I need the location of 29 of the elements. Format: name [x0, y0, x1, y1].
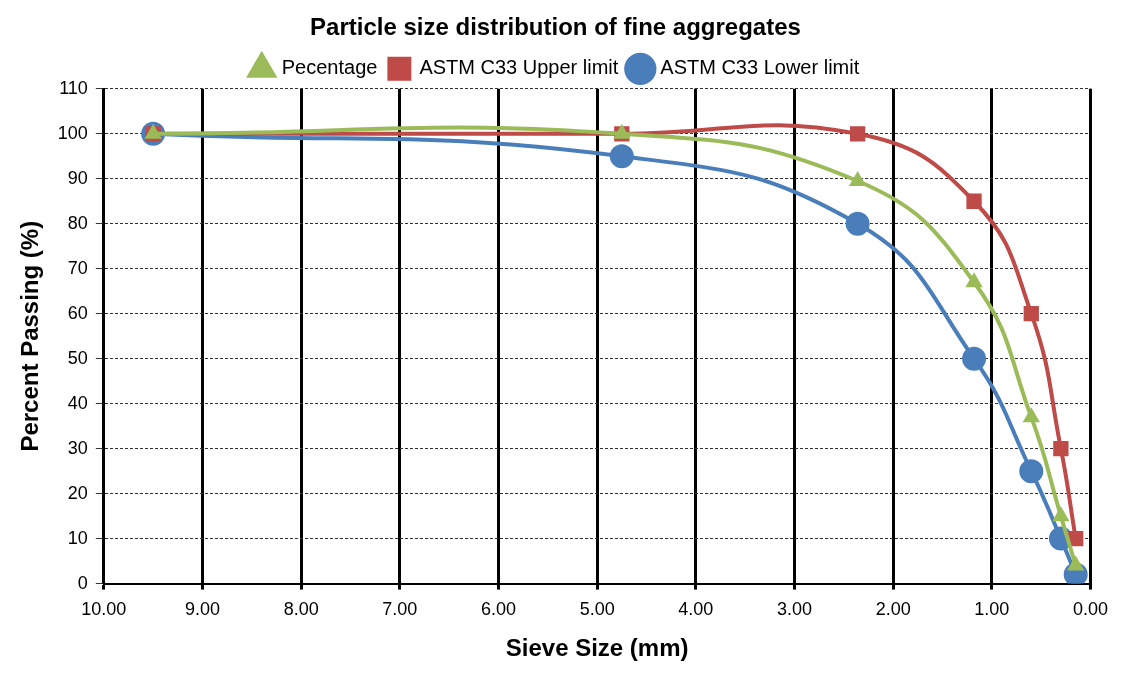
- legend-label: ASTM C33 Upper limit: [419, 56, 619, 79]
- y-tick-label: 10: [67, 527, 88, 548]
- x-tick-label: 7.00: [382, 599, 418, 620]
- x-tick-label: 0.00: [1072, 599, 1109, 620]
- y-tick-label: 100: [57, 122, 88, 143]
- y-tick-label: 0: [77, 572, 88, 593]
- y-tick-label: 50: [67, 347, 88, 368]
- x-tick-label: 1.00: [974, 599, 1010, 620]
- x-tick-label: 2.00: [875, 599, 911, 620]
- y-tick-label: 20: [67, 482, 88, 503]
- y-tick-label: 110: [59, 77, 88, 98]
- x-axis-title: Sieve Size (mm): [505, 634, 689, 662]
- y-tick-label: 70: [67, 257, 88, 278]
- y-tick-label: 60: [67, 302, 88, 323]
- x-tick-label: 9.00: [184, 599, 221, 620]
- y-tick-label: 90: [67, 167, 88, 188]
- x-tick-label: 6.00: [480, 599, 517, 620]
- x-tick-label: 4.00: [678, 599, 714, 620]
- x-tick-label: 5.00: [579, 599, 615, 620]
- y-tick-label: 40: [67, 392, 88, 413]
- x-tick-label: 10.00: [81, 599, 127, 620]
- y-tick-label: 80: [67, 212, 88, 233]
- legend-label: ASTM C33 Lower limit: [660, 56, 860, 79]
- x-tick-label: 8.00: [283, 599, 319, 620]
- x-tick-label: 3.00: [776, 599, 813, 620]
- y-axis-title: Percent Passing (%): [16, 220, 44, 452]
- chart-title: Particle size distribution of fine aggregates: [310, 13, 801, 41]
- legend-label: Pecentage: [281, 56, 378, 79]
- y-tick-label: 30: [67, 437, 88, 458]
